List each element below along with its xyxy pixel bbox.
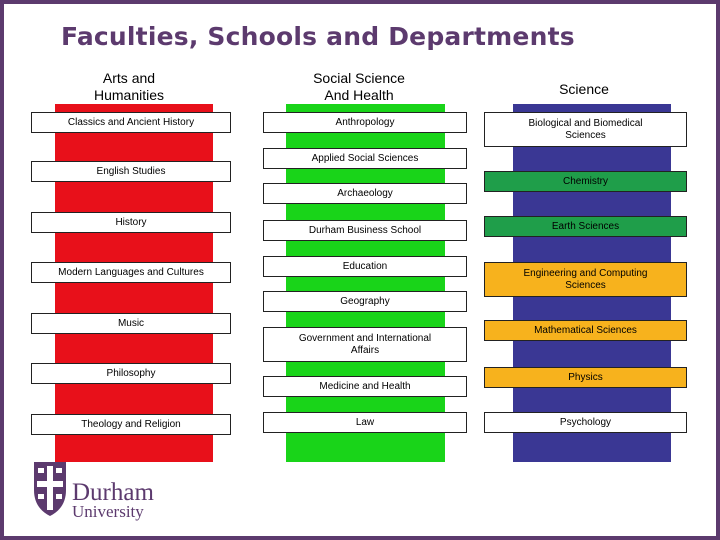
- dept-business-school[interactable]: Durham Business School: [263, 220, 467, 241]
- dept-theology[interactable]: Theology and Religion: [31, 414, 231, 435]
- dept-law[interactable]: Law: [263, 412, 467, 433]
- dept-mathematics-label: Mathematical Sciences: [534, 324, 637, 336]
- dept-geography[interactable]: Geography: [263, 291, 467, 312]
- dept-biosciences-label-line2: Sciences: [565, 129, 606, 141]
- dept-history-label: History: [115, 216, 147, 228]
- dept-earth-sciences[interactable]: Earth Sciences: [484, 216, 687, 237]
- dept-psychology[interactable]: Psychology: [484, 412, 687, 433]
- dept-medicine-label: Medicine and Health: [319, 380, 411, 392]
- dept-anthropology[interactable]: Anthropology: [263, 112, 467, 133]
- social-heading-line1: Social Science: [313, 70, 405, 86]
- dept-psychology-label: Psychology: [559, 416, 612, 428]
- dept-government[interactable]: Government and International Affairs: [263, 327, 467, 362]
- dept-engineering-label-line2: Sciences: [565, 279, 606, 291]
- dept-geography-label: Geography: [340, 295, 390, 307]
- dept-music[interactable]: Music: [31, 313, 231, 334]
- arts-heading-line2: Humanities: [93, 87, 165, 103]
- dept-english[interactable]: English Studies: [31, 161, 231, 182]
- social-heading-line2: And Health: [324, 87, 394, 103]
- dept-history[interactable]: History: [31, 212, 231, 233]
- dept-mathematics[interactable]: Mathematical Sciences: [484, 320, 687, 341]
- dept-english-label: English Studies: [96, 165, 166, 177]
- dept-anthropology-label: Anthropology: [335, 116, 395, 128]
- slide: Faculties, Schools and Departments Arts …: [4, 4, 716, 536]
- dept-medicine[interactable]: Medicine and Health: [263, 376, 467, 397]
- dept-philosophy-label: Philosophy: [106, 367, 156, 379]
- logo-line2: University: [72, 502, 144, 521]
- dept-archaeology[interactable]: Archaeology: [263, 183, 467, 204]
- arts-column-strip: [55, 104, 213, 462]
- social-heading: Social Science And Health: [284, 70, 434, 104]
- logo-line1: Durham: [72, 479, 154, 506]
- dept-modern-languages-label: Modern Languages and Cultures: [58, 266, 204, 278]
- dept-physics[interactable]: Physics: [484, 367, 687, 388]
- dept-archaeology-label: Archaeology: [337, 187, 393, 199]
- dept-earth-sciences-label: Earth Sciences: [551, 220, 620, 232]
- dept-biosciences-label-line1: Biological and Biomedical: [528, 117, 643, 129]
- dept-philosophy[interactable]: Philosophy: [31, 363, 231, 384]
- dept-physics-label: Physics: [568, 371, 603, 383]
- dept-business-school-label: Durham Business School: [308, 224, 422, 236]
- dept-classics[interactable]: Classics and Ancient History: [31, 112, 231, 133]
- dept-government-label-line1: Government and International: [298, 332, 432, 344]
- dept-modern-languages[interactable]: Modern Languages and Cultures: [31, 262, 231, 283]
- dept-engineering-label-line1: Engineering and Computing: [523, 267, 648, 279]
- dept-education[interactable]: Education: [263, 256, 467, 277]
- arts-heading-line1: Arts and: [102, 70, 156, 86]
- dept-chemistry-label: Chemistry: [562, 175, 608, 187]
- dept-music-label: Music: [117, 317, 145, 329]
- dept-engineering[interactable]: Engineering and Computing Sciences: [484, 262, 687, 297]
- dept-education-label: Education: [342, 260, 388, 272]
- dept-applied-social-label: Applied Social Sciences: [311, 152, 419, 164]
- durham-crest-icon: [34, 462, 66, 516]
- dept-classics-label: Classics and Ancient History: [67, 116, 195, 128]
- science-heading-text: Science: [559, 81, 609, 97]
- dept-chemistry[interactable]: Chemistry: [484, 171, 687, 192]
- dept-applied-social[interactable]: Applied Social Sciences: [263, 148, 467, 169]
- page-title: Faculties, Schools and Departments: [61, 22, 575, 51]
- dept-law-label: Law: [355, 416, 375, 428]
- durham-university-logo-text: Durham University: [72, 480, 154, 520]
- dept-government-label-line2: Affairs: [350, 344, 380, 356]
- dept-biosciences[interactable]: Biological and Biomedical Sciences: [484, 112, 687, 147]
- science-heading: Science: [524, 81, 644, 98]
- arts-heading: Arts and Humanities: [64, 70, 194, 104]
- dept-theology-label: Theology and Religion: [81, 418, 181, 430]
